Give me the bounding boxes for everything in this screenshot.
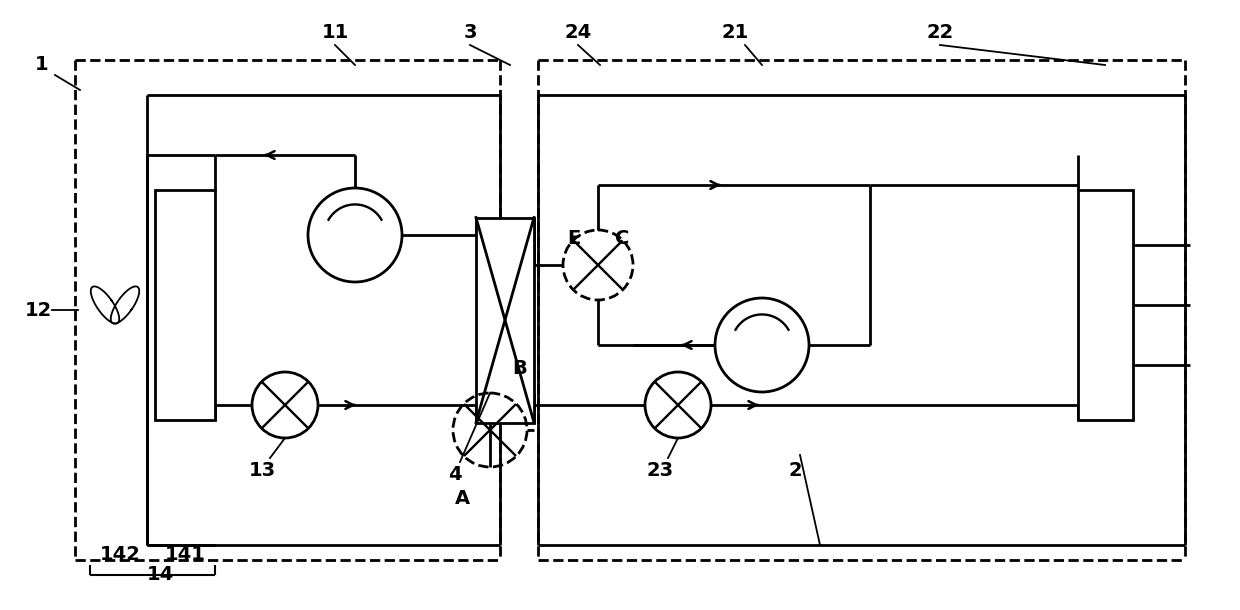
Text: 12: 12 [25, 301, 52, 320]
Text: 21: 21 [722, 23, 749, 41]
Text: B: B [512, 359, 527, 378]
Text: 14: 14 [146, 565, 174, 584]
Text: A: A [454, 489, 470, 508]
Text: 3: 3 [464, 23, 476, 41]
Text: C: C [615, 229, 629, 248]
Text: 23: 23 [646, 461, 673, 479]
Text: 142: 142 [99, 545, 140, 564]
Text: 1: 1 [35, 56, 48, 74]
Text: 24: 24 [564, 23, 591, 41]
Text: 13: 13 [248, 461, 275, 479]
Bar [1078, 190, 1132, 420]
Bar [476, 218, 534, 423]
Text: 22: 22 [926, 23, 954, 41]
Text: 11: 11 [321, 23, 348, 41]
Text: E: E [568, 229, 580, 248]
Text: 2: 2 [789, 461, 802, 479]
Bar [155, 190, 215, 420]
Text: 4: 4 [448, 465, 461, 484]
Text: 141: 141 [165, 545, 206, 564]
